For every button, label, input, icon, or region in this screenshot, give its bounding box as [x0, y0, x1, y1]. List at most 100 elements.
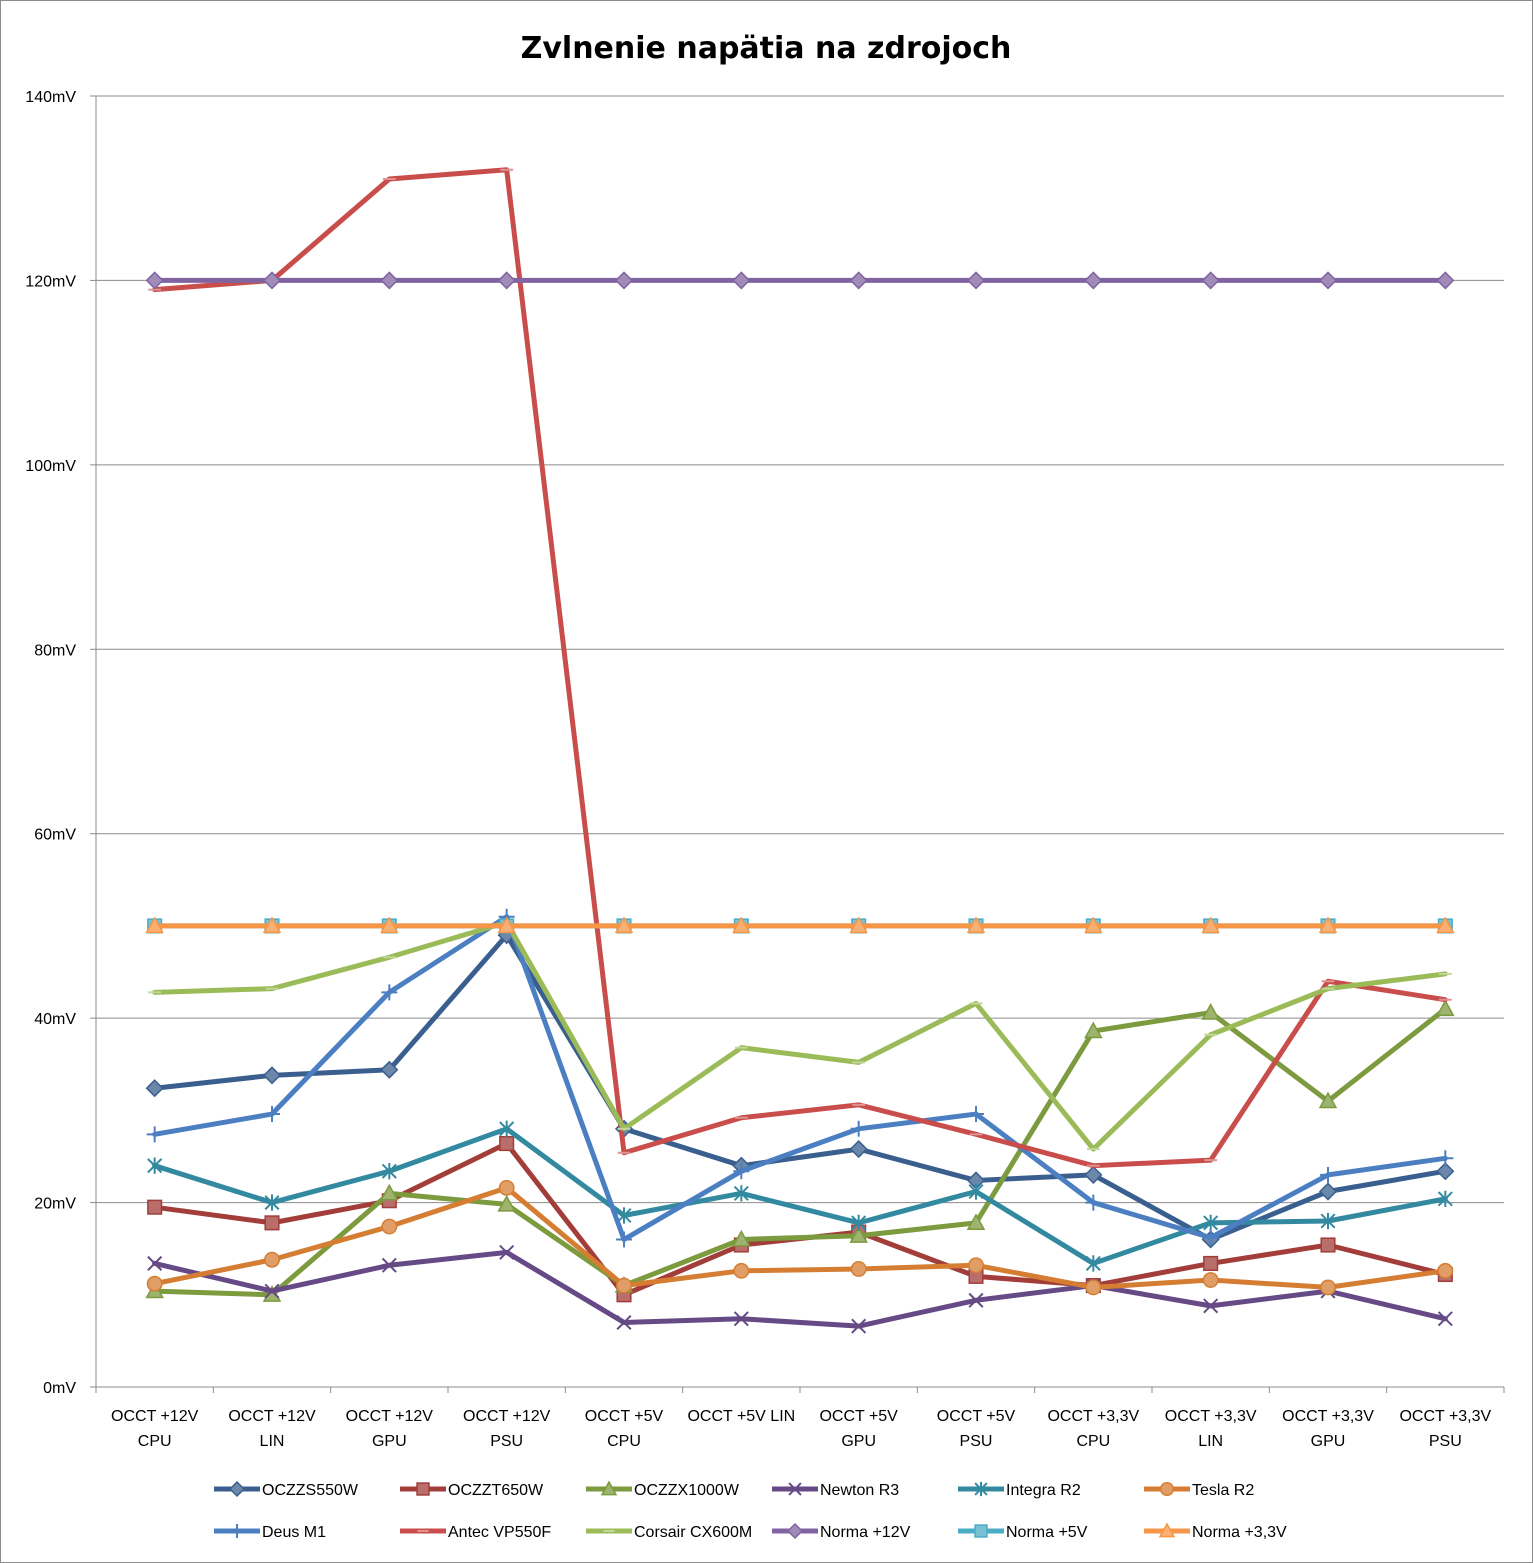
- data-point: [786, 1522, 804, 1540]
- series-tesla-r2: [146, 1179, 1454, 1296]
- data-point: [499, 1136, 515, 1152]
- data-point: [499, 1244, 515, 1260]
- x-tick-label: OCCT +12V PSU: [463, 1408, 551, 1450]
- data-point: [145, 1079, 164, 1098]
- series-line: [152, 1249, 1448, 1329]
- data-point: [733, 1185, 749, 1202]
- data-point: [974, 1524, 988, 1538]
- data-point: [616, 1314, 632, 1330]
- legend-label: Norma +12V: [820, 1524, 911, 1541]
- data-point: [230, 1524, 244, 1538]
- data-point: [733, 1262, 750, 1279]
- data-point: [1203, 1214, 1219, 1232]
- data-point: [1437, 1262, 1454, 1279]
- data-point: [1320, 1212, 1336, 1230]
- data-point: [968, 1292, 984, 1308]
- data-point: [732, 916, 751, 934]
- y-tick-label: 40mV: [34, 1011, 76, 1028]
- data-point: [262, 916, 282, 934]
- data-point: [1437, 1311, 1453, 1327]
- data-point: [1084, 916, 1103, 934]
- y-tick-label: 60mV: [34, 827, 76, 844]
- data-point: [380, 916, 399, 934]
- series-norma-3-3v: [145, 916, 1455, 934]
- data-point: [733, 1163, 750, 1180]
- data-point: [381, 1163, 397, 1180]
- x-tick-label: OCCT +12V GPU: [346, 1408, 434, 1450]
- legend-label: OCZZT650W: [448, 1482, 544, 1499]
- data-point: [1318, 271, 1338, 290]
- data-point: [1320, 1237, 1336, 1253]
- x-tick-label: OCCT +3,3V GPU: [1282, 1408, 1374, 1450]
- series-line: [152, 1126, 1448, 1266]
- data-point: [1084, 271, 1103, 290]
- data-point: [1436, 916, 1455, 934]
- data-point: [966, 1213, 986, 1231]
- data-point: [381, 984, 398, 1001]
- data-point: [850, 1120, 867, 1137]
- legend-label: OCZZX1000W: [634, 1482, 740, 1499]
- legend-item: Norma +12V: [772, 1522, 911, 1541]
- data-point: [1085, 1279, 1102, 1296]
- data-point: [733, 1311, 749, 1327]
- legend-label: Tesla R2: [1192, 1482, 1254, 1499]
- legend-item: Tesla R2: [1144, 1481, 1254, 1499]
- legend-item: Norma +3,3V: [1144, 1522, 1287, 1541]
- legend-item: OCZZT650W: [400, 1482, 544, 1499]
- series-oczzs550w: [145, 926, 1455, 1249]
- series-deus-m1: [146, 908, 1454, 1248]
- data-point: [1320, 1166, 1336, 1183]
- data-point: [966, 916, 986, 934]
- data-point: [616, 1231, 632, 1248]
- series-newton-r3: [147, 1244, 1453, 1334]
- data-point: [1203, 1298, 1219, 1314]
- legend-item: Deus M1: [214, 1524, 326, 1541]
- data-point: [1158, 1522, 1176, 1538]
- legend: OCZZS550W OCZZT650W OCZZX1000W Newton R3 Int…: [214, 1480, 1287, 1541]
- x-tick-label: OCCT +5V CPU: [585, 1408, 664, 1450]
- data-point: [264, 1106, 280, 1123]
- data-point: [264, 1283, 280, 1299]
- data-point: [1437, 1150, 1454, 1167]
- data-point: [499, 1120, 515, 1137]
- data-point: [380, 271, 399, 290]
- data-point: [145, 271, 164, 290]
- data-point: [732, 271, 751, 290]
- data-point: [788, 1482, 802, 1496]
- legend-item: Norma +5V: [958, 1524, 1088, 1541]
- legend-item: Antec VP550F: [400, 1524, 551, 1541]
- data-point: [1085, 1255, 1101, 1272]
- data-point: [146, 1126, 163, 1143]
- data-point: [974, 1481, 988, 1497]
- data-point: [1318, 916, 1338, 934]
- data-point: [600, 1480, 618, 1496]
- data-point: [497, 1194, 516, 1212]
- legend-item: Integra R2: [958, 1481, 1081, 1499]
- y-tick-label: 140mV: [25, 89, 76, 106]
- data-point: [1437, 1190, 1453, 1208]
- series-lines: [145, 167, 1455, 1334]
- data-point: [264, 1251, 280, 1268]
- data-point: [498, 1179, 515, 1196]
- data-point: [1203, 1255, 1219, 1271]
- x-tick-label: OCCT +3,3V LIN: [1165, 1408, 1257, 1450]
- data-point: [1436, 271, 1455, 290]
- series-line: [152, 167, 1448, 1169]
- y-tick-label: 80mV: [34, 642, 76, 659]
- series-corsair-cx600m: [148, 919, 1452, 1152]
- legend-label: Integra R2: [1006, 1482, 1081, 1499]
- legend-item: Corsair CX600M: [586, 1524, 752, 1541]
- y-tick-label: 0mV: [43, 1380, 76, 1397]
- legend-label: Newton R3: [820, 1482, 899, 1499]
- data-point: [264, 1215, 280, 1231]
- data-point: [497, 271, 516, 290]
- series-norma-12v: [145, 271, 1455, 290]
- legend-item: OCZZS550W: [214, 1480, 359, 1499]
- data-point: [262, 1066, 282, 1085]
- data-point: [614, 271, 634, 290]
- data-point: [1201, 271, 1220, 290]
- data-point: [849, 271, 868, 290]
- data-point: [146, 1275, 163, 1292]
